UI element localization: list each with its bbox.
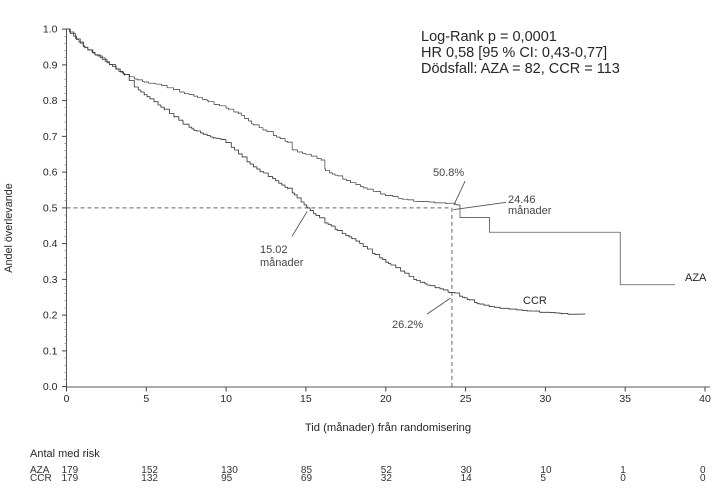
svg-text:179: 179 — [62, 473, 79, 484]
svg-text:5: 5 — [540, 473, 546, 484]
svg-text:Log-Rank p = 0,0001: Log-Rank p = 0,0001 — [421, 29, 557, 45]
svg-text:32: 32 — [381, 473, 393, 484]
svg-text:Antal med risk: Antal med risk — [30, 448, 100, 460]
svg-text:0.9: 0.9 — [43, 59, 58, 71]
svg-text:69: 69 — [301, 473, 313, 484]
svg-text:månader: månader — [508, 205, 552, 217]
svg-text:20: 20 — [380, 393, 392, 405]
svg-text:HR 0,58 [95 % CI: 0,43-0,77]: HR 0,58 [95 % CI: 0,43-0,77] — [421, 45, 607, 61]
svg-text:50.8%: 50.8% — [433, 167, 464, 179]
svg-text:0.8: 0.8 — [43, 95, 58, 107]
svg-text:15.02: 15.02 — [260, 244, 288, 256]
svg-text:0.0: 0.0 — [43, 381, 58, 393]
svg-text:Andel överlevande: Andel överlevande — [3, 183, 15, 272]
svg-text:1.0: 1.0 — [43, 24, 58, 36]
svg-text:0: 0 — [620, 473, 626, 484]
svg-text:26.2%: 26.2% — [392, 319, 423, 331]
svg-text:Tid (månader) från randomiseri: Tid (månader) från randomisering — [305, 422, 471, 434]
svg-text:15: 15 — [300, 393, 312, 405]
svg-text:0.4: 0.4 — [43, 238, 58, 250]
svg-text:0.7: 0.7 — [43, 131, 58, 143]
svg-text:0.2: 0.2 — [43, 310, 58, 322]
svg-text:0.1: 0.1 — [43, 345, 58, 357]
svg-text:5: 5 — [143, 393, 149, 405]
svg-text:35: 35 — [619, 393, 631, 405]
svg-text:132: 132 — [141, 473, 158, 484]
svg-text:AZA: AZA — [685, 272, 707, 284]
svg-text:Dödsfall: AZA = 82, CCR = 113: Dödsfall: AZA = 82, CCR = 113 — [421, 61, 620, 77]
svg-text:10: 10 — [220, 393, 232, 405]
svg-text:30: 30 — [540, 393, 552, 405]
svg-text:0.6: 0.6 — [43, 167, 58, 179]
svg-text:månader: månader — [260, 257, 304, 269]
svg-text:CCR: CCR — [30, 473, 52, 484]
svg-text:0: 0 — [700, 473, 706, 484]
svg-text:CCR: CCR — [523, 295, 547, 307]
svg-text:0.5: 0.5 — [43, 202, 58, 214]
svg-text:0: 0 — [64, 393, 70, 405]
svg-text:0.3: 0.3 — [43, 274, 58, 286]
svg-text:95: 95 — [221, 473, 233, 484]
svg-text:40: 40 — [699, 393, 711, 405]
svg-text:25: 25 — [460, 393, 472, 405]
svg-text:14: 14 — [461, 473, 473, 484]
